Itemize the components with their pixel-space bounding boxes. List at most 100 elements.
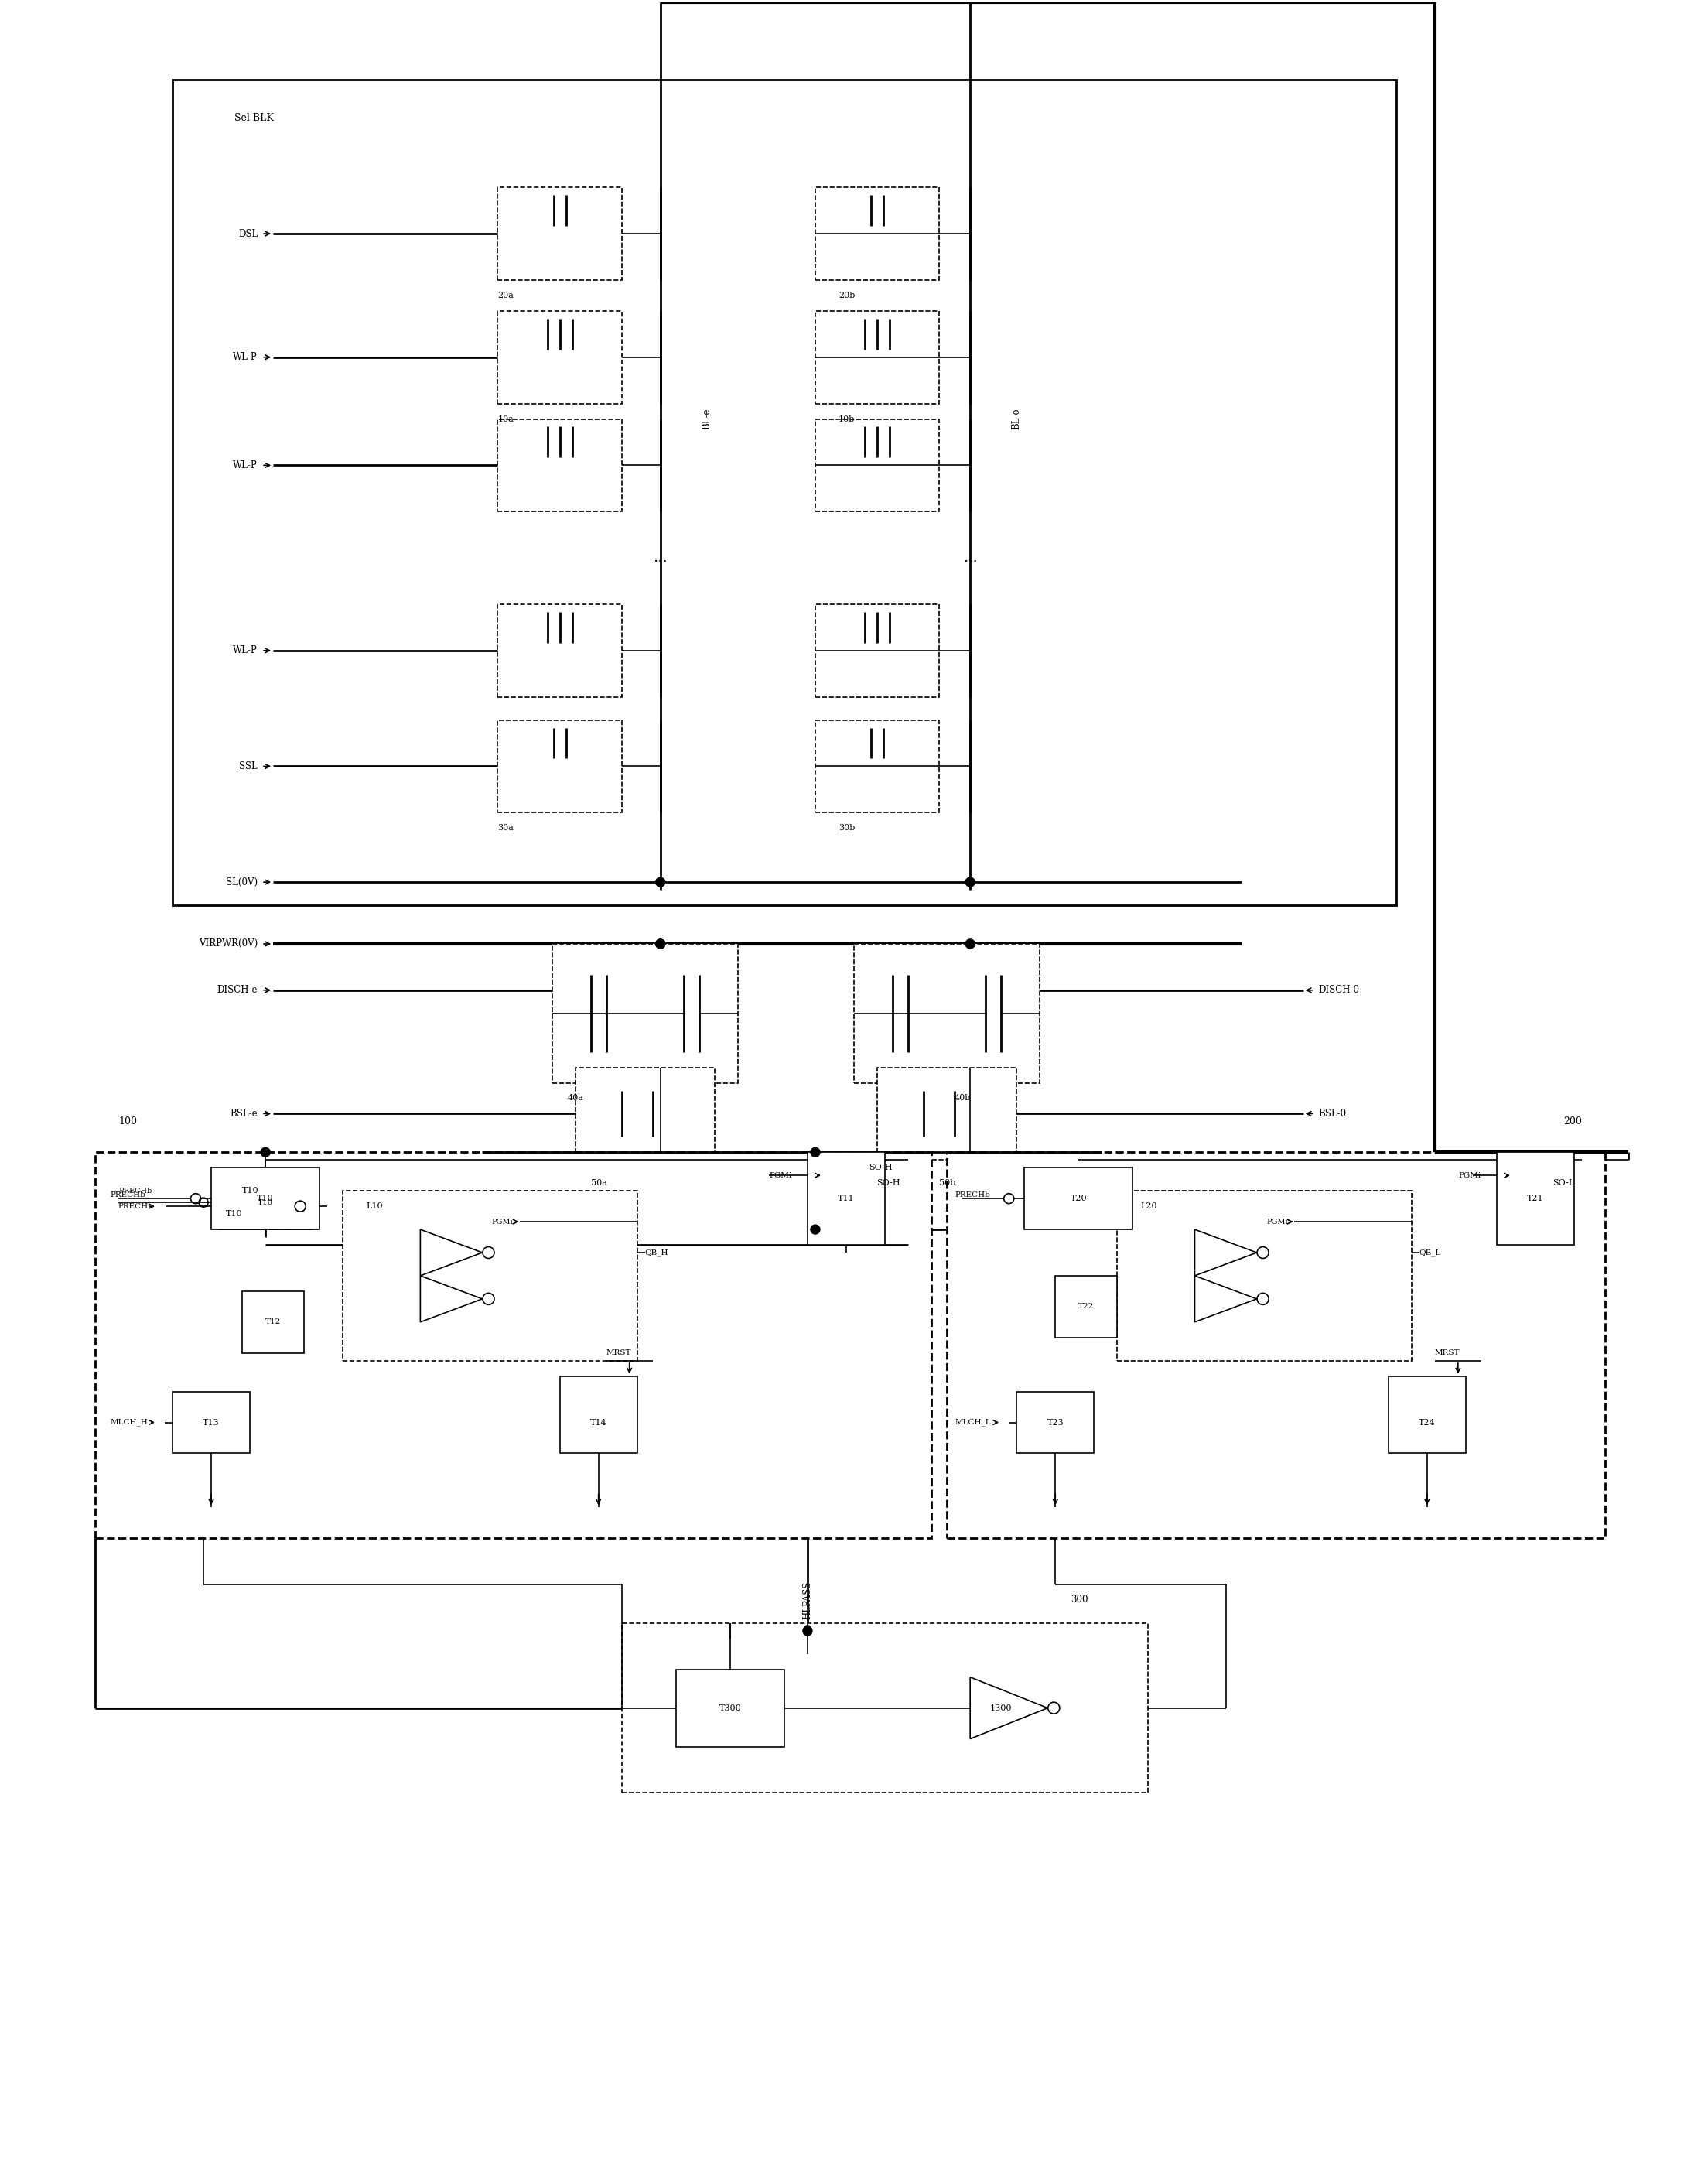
Text: 100: 100 [118, 1117, 137, 1125]
Text: T10: T10 [258, 1200, 273, 1206]
Bar [96, 1152, 931, 1538]
Text: SO-H: SO-H [876, 1180, 900, 1186]
Text: MLCH_L: MLCH_L [955, 1418, 991, 1426]
Text: 10a: 10a [497, 414, 514, 423]
Text: T24: T24 [1419, 1418, 1435, 1426]
Bar [173, 1391, 249, 1453]
Text: BSL-0: BSL-0 [1319, 1108, 1346, 1119]
Text: WL-P: WL-P [234, 646, 258, 656]
Bar [497, 720, 622, 814]
Bar [243, 1291, 304, 1352]
Text: PGMi: PGMi [492, 1219, 514, 1226]
Circle shape [656, 940, 664, 949]
Circle shape [811, 1226, 820, 1234]
Circle shape [811, 1147, 820, 1156]
Bar [1389, 1376, 1465, 1453]
Text: PRECHb: PRECHb [118, 1186, 152, 1195]
Bar [622, 1623, 1148, 1793]
Text: PRECHb: PRECHb [118, 1202, 154, 1210]
Bar [497, 188, 622, 279]
Text: VIRPWR(0V): VIRPWR(0V) [198, 938, 258, 949]
Text: T20: T20 [1071, 1195, 1086, 1202]
Text: 30b: 30b [839, 824, 856, 831]
Text: SO-L: SO-L [1553, 1180, 1575, 1186]
Text: DISCH-0: DISCH-0 [1319, 986, 1360, 995]
Circle shape [965, 877, 975, 888]
Bar [576, 1067, 714, 1160]
Text: SO-H: SO-H [869, 1165, 893, 1171]
Bar [946, 1152, 1606, 1538]
Text: MRST: MRST [1435, 1350, 1460, 1357]
Text: HLPASS: HLPASS [803, 1581, 813, 1618]
Bar [497, 419, 622, 513]
Text: 40b: 40b [955, 1095, 972, 1101]
Text: DISCH-e: DISCH-e [217, 986, 258, 995]
Text: 50b: 50b [939, 1180, 956, 1186]
Bar [878, 1067, 1016, 1160]
Circle shape [261, 1147, 270, 1156]
Text: PRECHb: PRECHb [111, 1191, 147, 1197]
Text: 20a: 20a [497, 292, 514, 299]
Text: PGMi: PGMi [770, 1171, 793, 1180]
Circle shape [965, 940, 975, 949]
Text: T23: T23 [1047, 1418, 1064, 1426]
Text: SSL: SSL [239, 761, 258, 772]
Text: T300: T300 [719, 1703, 741, 1712]
Bar [212, 1167, 319, 1230]
Text: WL-P: WL-P [234, 460, 258, 471]
Text: ...: ... [652, 552, 668, 565]
Bar [854, 944, 1040, 1082]
Bar [1025, 1167, 1132, 1230]
Bar [497, 312, 622, 403]
Bar [808, 1152, 885, 1245]
Bar [497, 604, 622, 698]
Text: T10: T10 [243, 1186, 260, 1195]
Text: 40a: 40a [567, 1095, 584, 1101]
Bar [676, 1668, 784, 1747]
Text: T10: T10 [258, 1195, 273, 1202]
Bar [815, 419, 939, 513]
Text: 300: 300 [1071, 1594, 1088, 1605]
Text: 50a: 50a [591, 1180, 606, 1186]
Text: QB_H: QB_H [646, 1250, 668, 1256]
Text: 10b: 10b [839, 414, 856, 423]
Text: WL-P: WL-P [234, 351, 258, 362]
Text: T21: T21 [1527, 1195, 1544, 1202]
Bar [1117, 1191, 1411, 1361]
Text: 200: 200 [1563, 1117, 1582, 1125]
Text: L20: L20 [1141, 1202, 1158, 1210]
Text: T22: T22 [1078, 1302, 1095, 1311]
Text: 30a: 30a [497, 824, 514, 831]
Text: PRECHb: PRECHb [955, 1191, 991, 1197]
Text: L10: L10 [366, 1202, 383, 1210]
Text: PGMi: PGMi [1266, 1219, 1288, 1226]
Bar [815, 312, 939, 403]
Circle shape [656, 940, 664, 949]
Text: T12: T12 [265, 1320, 282, 1326]
Text: 20b: 20b [839, 292, 856, 299]
Text: ...: ... [963, 552, 977, 565]
Bar [1016, 1391, 1095, 1453]
Bar [552, 944, 738, 1082]
Text: T14: T14 [589, 1418, 606, 1426]
Text: MRST: MRST [606, 1350, 632, 1357]
Text: QB_L: QB_L [1419, 1250, 1442, 1256]
Text: T13: T13 [203, 1418, 220, 1426]
Bar [1056, 1276, 1117, 1337]
Bar [173, 79, 1395, 905]
Text: MLCH_H: MLCH_H [111, 1418, 149, 1426]
Bar [815, 604, 939, 698]
Bar [815, 188, 939, 279]
Text: SL(0V): SL(0V) [225, 877, 258, 888]
Text: 1300: 1300 [991, 1703, 1013, 1712]
Bar [560, 1376, 637, 1453]
Bar [815, 720, 939, 814]
Text: PGMi: PGMi [1459, 1171, 1481, 1180]
Text: BSL-e: BSL-e [231, 1108, 258, 1119]
Bar [343, 1191, 637, 1361]
Text: T10: T10 [225, 1210, 243, 1217]
Text: T11: T11 [839, 1195, 854, 1202]
Circle shape [656, 877, 664, 888]
Text: BL-o: BL-o [1011, 408, 1021, 430]
Bar [1496, 1152, 1575, 1245]
